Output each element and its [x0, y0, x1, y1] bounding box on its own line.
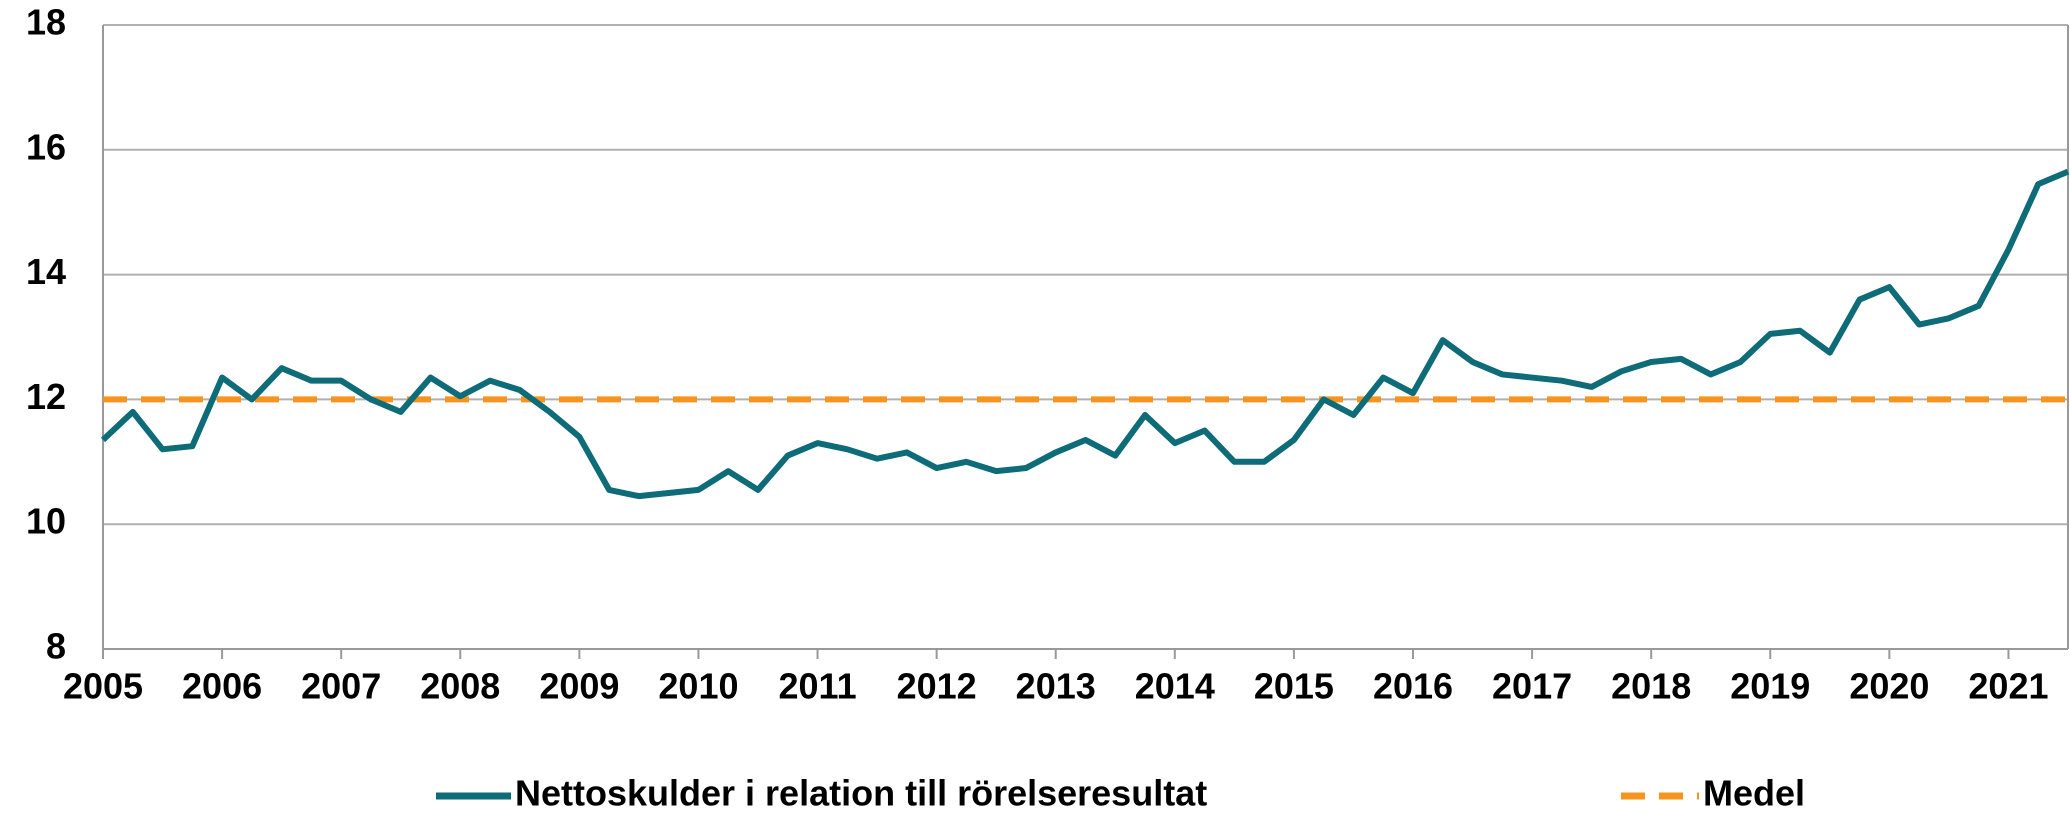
y-tick-label: 10 — [26, 501, 66, 542]
series-line — [100, 168, 2070, 500]
x-tick-label: 2015 — [1254, 666, 1334, 707]
x-tick-label: 2009 — [539, 666, 619, 707]
x-tick-label: 2011 — [778, 666, 856, 707]
legend-label: Nettoskulder i relation till rörelseresu… — [515, 773, 1207, 814]
y-tick-label: 14 — [26, 251, 66, 292]
x-tick-label: 2017 — [1492, 666, 1572, 707]
y-tick-label: 12 — [26, 376, 66, 417]
y-tick-label: 16 — [26, 126, 66, 167]
x-tick-label: 2008 — [420, 666, 500, 707]
legend-label: Medel — [1703, 773, 1805, 814]
x-tick-label: 2018 — [1611, 666, 1691, 707]
y-tick-label: 8 — [46, 626, 66, 667]
x-tick-label: 2014 — [1135, 666, 1215, 707]
y-tick-label: 18 — [26, 2, 66, 43]
x-tick-label: 2013 — [1016, 666, 1096, 707]
x-tick-label: 2006 — [182, 666, 262, 707]
x-tick-label: 2016 — [1373, 666, 1453, 707]
x-tick-label: 2021 — [1968, 666, 2048, 707]
x-tick-label: 2010 — [658, 666, 738, 707]
x-tick-label: 2005 — [63, 666, 143, 707]
x-tick-label: 2012 — [897, 666, 977, 707]
x-tick-label: 2020 — [1849, 666, 1929, 707]
x-tick-label: 2007 — [301, 666, 381, 707]
x-tick-label: 2019 — [1730, 666, 1810, 707]
